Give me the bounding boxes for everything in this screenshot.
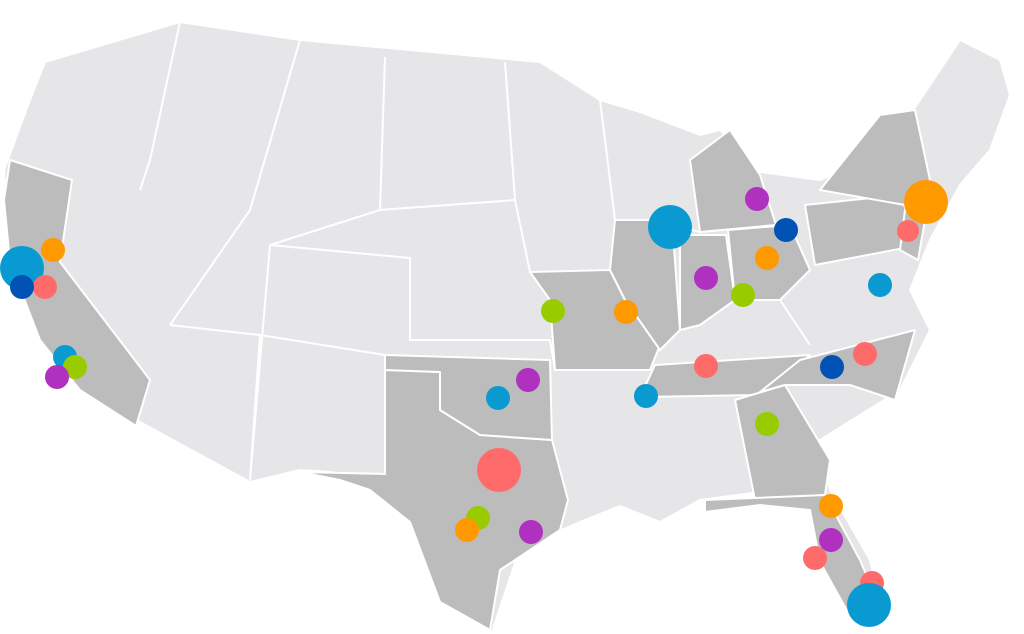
marker (819, 494, 843, 518)
marker (847, 583, 891, 627)
marker (731, 283, 755, 307)
marker (853, 342, 877, 366)
marker (45, 365, 69, 389)
marker (614, 300, 638, 324)
marker (868, 273, 892, 297)
marker (0, 246, 44, 290)
markers (0, 180, 948, 627)
marker (648, 205, 692, 249)
marker (803, 546, 827, 570)
state-oklahoma (384, 354, 553, 441)
marker (897, 220, 919, 242)
marker (694, 354, 718, 378)
marker (820, 355, 844, 379)
marker (516, 368, 540, 392)
marker (904, 180, 948, 224)
highlighted-states (3, 109, 931, 631)
marker (819, 528, 843, 552)
state-georgia (734, 384, 831, 501)
marker (755, 412, 779, 436)
marker (63, 355, 87, 379)
marker (541, 299, 565, 323)
marker (41, 238, 65, 262)
state-new-york (819, 109, 931, 206)
marker (477, 448, 521, 492)
marker (486, 386, 510, 410)
marker (755, 246, 779, 270)
state-florida (704, 494, 883, 617)
marker (694, 266, 718, 290)
marker (634, 384, 658, 408)
marker (455, 518, 479, 542)
state-california (3, 159, 151, 427)
marker (519, 520, 543, 544)
marker (33, 275, 57, 299)
marker (10, 275, 34, 299)
marker (745, 187, 769, 211)
marker (774, 218, 798, 242)
